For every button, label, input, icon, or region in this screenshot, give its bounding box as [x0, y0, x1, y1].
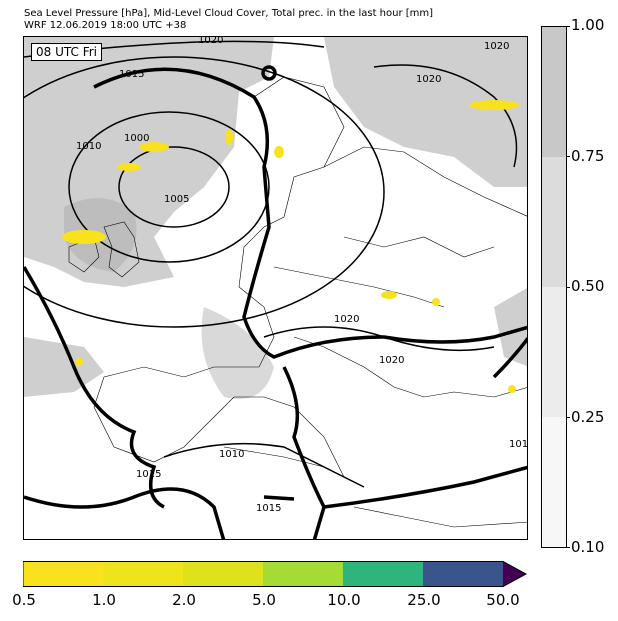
- isobar-label-group: 1020 1020 1020 1015 1010 1000 1005 1020 …: [76, 37, 528, 514]
- precip-tick-label: 50.0: [486, 591, 520, 609]
- precip-tick-label: 5.0: [252, 591, 276, 609]
- precip-tick-label: 1.0: [92, 591, 116, 609]
- precip-tick-label: 0.5: [12, 591, 36, 609]
- isobar-label: 1015: [256, 503, 281, 514]
- cloud-tick-label: 0.50: [571, 277, 605, 295]
- cloud-tick-label: 0.75: [571, 147, 605, 165]
- precip-band: [423, 561, 503, 587]
- colorbar-tick: [566, 547, 570, 548]
- cloud-band-10-25: [542, 417, 566, 547]
- isobar-label: 1010: [509, 439, 528, 450]
- isobar-label: 1010: [219, 449, 244, 460]
- precip-tick-label: 10.0: [327, 591, 361, 609]
- valid-time-box: 08 UTC Fri: [31, 43, 102, 61]
- colorbar-tick: [566, 26, 570, 27]
- isobar-label: 1010: [76, 141, 101, 152]
- cloud-band-75-100: [542, 27, 566, 157]
- isobar-label: 1015: [136, 469, 161, 480]
- cloud-cover-colorbar: [541, 26, 567, 548]
- cloud-tick-label: 1.00: [571, 16, 605, 34]
- cloud-band-25-50: [542, 287, 566, 417]
- map-canvas: 1020 1020 1020 1015 1010 1000 1005 1020 …: [24, 37, 528, 539]
- cloud-band-50-75: [542, 157, 566, 287]
- precip-band: [103, 561, 183, 587]
- isobar-label: 1020: [416, 74, 441, 85]
- precip-band: [183, 561, 263, 587]
- isobar-label: 1020: [484, 41, 509, 52]
- isobar-label: 1000: [124, 133, 149, 144]
- isobar-label: 1005: [164, 194, 189, 205]
- coastlines: [68, 76, 527, 528]
- precip-extend-arrow: [503, 561, 526, 587]
- colorbar-tick: [566, 417, 570, 418]
- cloud-tick-label: 0.10: [571, 538, 605, 556]
- map-title: Sea Level Pressure [hPa], Mid-Level Clou…: [24, 8, 434, 19]
- isobar-label: 1020: [379, 355, 404, 366]
- precip-band: [343, 561, 423, 587]
- model-run-subtitle: WRF 12.06.2019 18:00 UTC +38: [24, 20, 187, 31]
- precip-band: [263, 561, 343, 587]
- isobar-label: 1020: [334, 314, 359, 325]
- colorbar-tick: [566, 287, 570, 288]
- isobars-bold: [24, 65, 527, 539]
- colorbar-outline: [23, 561, 527, 587]
- precipitation-colorbar: [23, 561, 527, 587]
- isobar-label: 1015: [119, 69, 144, 80]
- colorbar-tick: [566, 156, 570, 157]
- cloud-cover-layer: [24, 37, 527, 399]
- weather-map: 1020 1020 1020 1015 1010 1000 1005 1020 …: [23, 36, 528, 540]
- precipitation-layer: [62, 100, 519, 393]
- precip-tick-label: 2.0: [172, 591, 196, 609]
- isobar-label: 1020: [198, 37, 223, 46]
- precip-tick-label: 25.0: [407, 591, 441, 609]
- cloud-tick-label: 0.25: [571, 408, 605, 426]
- precip-band: [23, 561, 103, 587]
